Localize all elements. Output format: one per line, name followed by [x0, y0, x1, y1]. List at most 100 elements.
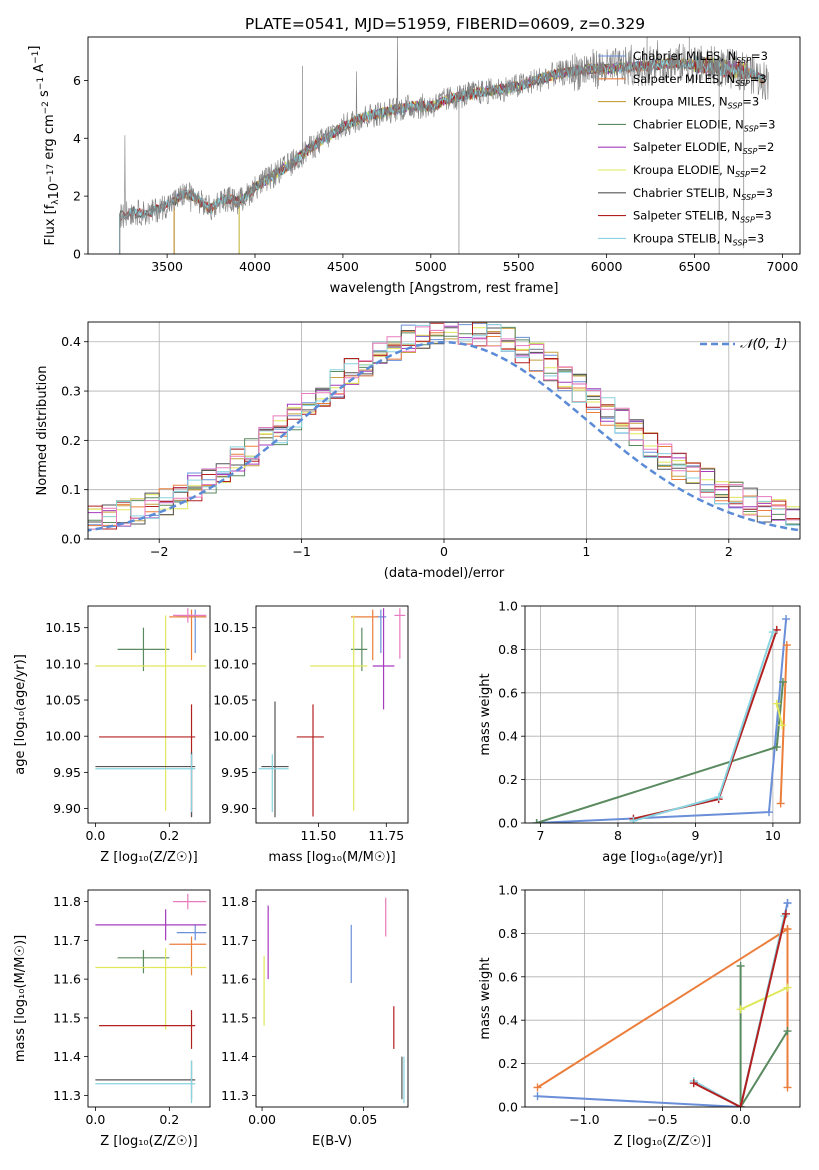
legend-text: Kroupa ELODIE, N: [633, 163, 735, 177]
plots-layer: 3500 4000 4500 5000 5500 6000 6500 7000 0 2 4 6 wave…: [13, 36, 801, 1149]
legend-text: =3: [750, 72, 767, 86]
x-tick-label: 0.0: [85, 1112, 105, 1127]
legend-label: Salpeter STELIB, NSSP=3: [633, 209, 772, 225]
legend-subscript: SSP: [728, 102, 743, 111]
legend-subscript: SSP: [736, 56, 751, 65]
age-vs-mass-frame: [255, 605, 409, 824]
model-line: [119, 57, 765, 254]
ylabel-part: Flux [f: [43, 204, 58, 245]
y-tick-label: 1.0: [498, 599, 518, 614]
y-tick-label: 10.05: [45, 693, 81, 708]
weight-vs-Z-axes: −1.0 −0.5 0.0 0.0 0.2 0.4 0.6 0.8 1.0: [498, 883, 800, 1127]
weight-vs-Z-plot-area: [533, 899, 792, 1107]
legend-subscript: SSP: [744, 124, 759, 133]
weight-line: [693, 915, 786, 1107]
spectrum-ylabel: Flux [fλ10−17 erg cm−2 s−1 A−1]: [27, 46, 62, 246]
legend-text: Chabrier MILES, N: [633, 49, 736, 63]
legend-text: =2: [750, 163, 767, 177]
y-tick-label: 0.4: [498, 1013, 518, 1028]
x-tick-label: −0.5: [647, 1112, 677, 1127]
legend-text: =3: [751, 49, 768, 63]
legend-text: =3: [755, 209, 772, 223]
age-vs-Z-ylabel: age [log₁₀(age/yr)]: [13, 654, 28, 775]
legend-subscript: SSP: [743, 147, 758, 156]
x-tick-label: 0.05: [349, 1112, 377, 1127]
x-tick-label: 11.75: [368, 828, 404, 843]
weight-line: [739, 966, 789, 1107]
legend-label: Kroupa MILES, NSSP=3: [633, 95, 759, 111]
x-tick-label: 7: [537, 828, 545, 843]
legend-text: Salpeter STELIB, N: [633, 209, 740, 223]
x-tick-label: 10: [765, 828, 781, 843]
y-tick-label: 0.8: [498, 926, 518, 941]
y-tick-label: 0.4: [498, 729, 518, 744]
histogram-step: [88, 322, 800, 530]
weight-vs-Z-ylabel: mass weight: [478, 957, 493, 1039]
y-tick-label: 0.6: [498, 969, 518, 984]
legend-text: Kroupa STELIB, N: [633, 231, 733, 245]
y-tick-label: 0.0: [498, 1100, 518, 1115]
weight-line: [536, 927, 789, 1089]
y-tick-label: 10.05: [213, 693, 249, 708]
y-tick-label: 10.10: [45, 656, 81, 671]
y-tick-label: 0.1: [61, 482, 81, 497]
ylabel-part: λ: [51, 199, 61, 205]
normal-curve: [88, 340, 800, 532]
y-tick-label: 11.3: [221, 1088, 249, 1103]
legend-label: 𝒩(0, 1): [740, 337, 787, 352]
legend-label: Salpeter ELODIE, NSSP=2: [633, 140, 774, 156]
spectrum-axes: 3500 4000 4500 5000 5500 6000 6500 7000 0 2 4 6: [73, 73, 798, 274]
weight-vs-age-xlabel: age [log₁₀(age/yr)]: [602, 850, 723, 865]
figure-title: PLATE=0541, MJD=51959, FIBERID=0609, z=0…: [245, 15, 645, 33]
legend-text: Salpeter MILES, N: [633, 72, 735, 86]
x-tick-label: 8: [614, 828, 622, 843]
ylabel-part: −1: [31, 51, 41, 64]
histogram-step: [88, 322, 800, 530]
y-tick-label: 4: [73, 131, 81, 146]
ylabel-part: −17: [46, 164, 56, 183]
y-tick-label: 9.95: [221, 765, 249, 780]
weight-line: [779, 645, 788, 804]
weight-vs-age-plot-area: [532, 615, 791, 823]
y-tick-label: 10.15: [213, 620, 249, 635]
y-tick-label: 11.4: [221, 1049, 249, 1064]
x-tick-label: 6500: [679, 259, 711, 274]
legend-text: Chabrier ELODIE, N: [633, 117, 744, 131]
ylabel-part: s: [37, 90, 52, 101]
ylabel-part: ]: [27, 46, 42, 51]
weight-vs-age-ylabel: mass weight: [478, 673, 493, 755]
spectrum-frame: [87, 36, 801, 255]
x-tick-label: 7000: [767, 259, 799, 274]
legend-label: Kroupa ELODIE, NSSP=2: [633, 163, 767, 179]
mass-vs-Z-frame: [87, 889, 211, 1108]
y-tick-label: 11.7: [221, 933, 249, 948]
x-tick-label: 6000: [591, 259, 623, 274]
age-vs-mass-xlabel: mass [log₁₀(M/M☉)]: [268, 850, 395, 865]
weight-vs-Z-frame: [524, 889, 801, 1108]
x-tick-label: −1.0: [569, 1112, 599, 1127]
x-tick-label: 3500: [151, 259, 183, 274]
x-tick-label: 0.2: [159, 1112, 179, 1127]
residuals-axes: −2 −1 0 1 2 0.0 0.1 0.2 0.3 0.4: [61, 322, 800, 559]
weight-line: [536, 681, 784, 823]
y-tick-label: 0.4: [61, 334, 81, 349]
y-tick-label: 10.10: [213, 656, 249, 671]
x-tick-label: 0.00: [248, 1112, 276, 1127]
ylabel-part: 10: [47, 183, 62, 200]
age-vs-Z-frame: [87, 605, 211, 824]
spectrum-plot-area: [119, 37, 769, 254]
y-tick-label: 9.95: [53, 765, 81, 780]
y-tick-label: 0: [73, 247, 81, 262]
y-tick-label: 11.5: [221, 1010, 249, 1025]
y-tick-label: 1.0: [498, 883, 518, 898]
y-tick-label: 0.2: [61, 433, 81, 448]
y-tick-label: 2: [73, 189, 81, 204]
x-tick-label: 5500: [503, 259, 535, 274]
weight-line: [633, 631, 774, 822]
weight-vs-Z-xlabel: Z [log₁₀(Z/Z☉)]: [614, 1134, 711, 1149]
x-tick-label: 0: [440, 544, 448, 559]
x-tick-label: 0.2: [159, 828, 179, 843]
y-tick-label: 0.3: [61, 384, 81, 399]
y-tick-label: 0.2: [498, 1056, 518, 1071]
age-vs-Z-axes: 0.0 0.2 9.90 9.95 10.00 10.05 10.10 10.15: [45, 620, 179, 843]
